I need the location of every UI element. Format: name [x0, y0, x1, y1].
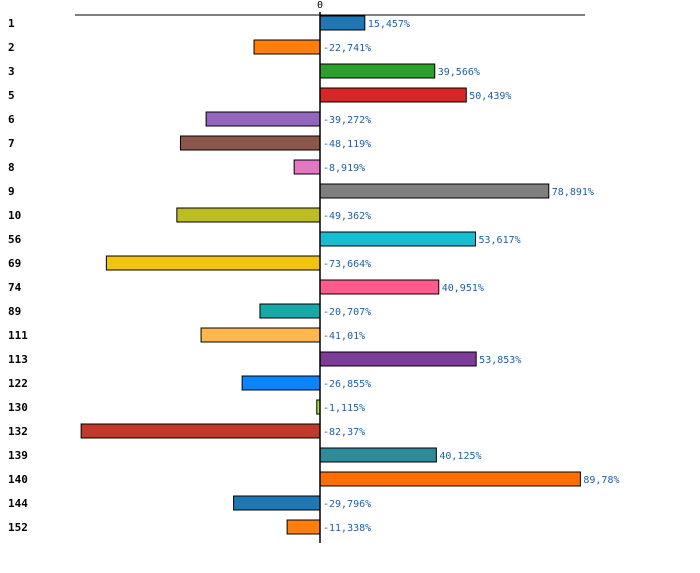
value-label: -39,272%	[323, 115, 371, 126]
bar	[176, 207, 321, 223]
value-label: 40,125%	[439, 451, 481, 462]
bar	[319, 471, 581, 487]
category-label: 152	[8, 521, 28, 534]
value-label: 53,853%	[479, 355, 521, 366]
value-label: 89,78%	[583, 475, 619, 486]
bar	[286, 519, 321, 535]
category-label: 140	[8, 473, 28, 486]
value-label: -11,338%	[323, 523, 371, 534]
value-label: 78,891%	[552, 187, 594, 198]
bar	[233, 495, 321, 511]
category-label: 3	[8, 65, 15, 78]
bar	[200, 327, 321, 343]
bar	[259, 303, 321, 319]
value-label: -22,741%	[323, 43, 371, 54]
value-label: 40,951%	[442, 283, 484, 294]
category-label: 1	[8, 17, 15, 30]
zero-tick-label: 0	[317, 0, 323, 11]
category-label: 74	[8, 281, 22, 294]
value-label: -1,115%	[323, 403, 365, 414]
value-label: 53,617%	[478, 235, 520, 246]
bar	[80, 423, 321, 439]
category-label: 10	[8, 209, 21, 222]
bar	[241, 375, 321, 391]
category-label: 122	[8, 377, 28, 390]
value-label: 39,566%	[438, 67, 480, 78]
bar	[105, 255, 321, 271]
value-label: -20,707%	[323, 307, 371, 318]
value-label: -49,362%	[323, 211, 371, 222]
category-label: 6	[8, 113, 15, 126]
value-label: -82,37%	[323, 427, 365, 438]
category-label: 111	[8, 329, 28, 342]
category-label: 89	[8, 305, 21, 318]
bar	[319, 183, 550, 199]
bars-group: 1 15,457% 2 -22,741% 3 39,566% 5 50,439% 6 -39,27…	[8, 15, 619, 535]
bar	[253, 39, 321, 55]
category-label: 2	[8, 41, 15, 54]
value-label: 50,439%	[469, 91, 511, 102]
category-label: 7	[8, 137, 15, 150]
bar	[293, 159, 321, 175]
value-label: -48,119%	[323, 139, 371, 150]
value-label: -26,855%	[323, 379, 371, 390]
bar	[319, 63, 436, 79]
category-label: 130	[8, 401, 28, 414]
value-label: -8,919%	[323, 163, 365, 174]
bar	[205, 111, 321, 127]
bar	[319, 279, 440, 295]
bar	[319, 447, 437, 463]
category-label: 132	[8, 425, 28, 438]
value-label: 15,457%	[368, 19, 410, 30]
bar	[319, 87, 467, 103]
category-label: 8	[8, 161, 15, 174]
bar	[179, 135, 321, 151]
bar	[319, 351, 477, 367]
category-label: 56	[8, 233, 22, 246]
category-label: 144	[8, 497, 28, 510]
value-label: -41,01%	[323, 331, 365, 342]
value-label: -29,796%	[323, 499, 371, 510]
category-label: 9	[8, 185, 15, 198]
category-label: 139	[8, 449, 28, 462]
category-label: 113	[8, 353, 28, 366]
bar	[319, 15, 366, 31]
value-label: -73,664%	[323, 259, 371, 270]
bar	[319, 231, 476, 247]
category-label: 69	[8, 257, 21, 270]
category-label: 5	[8, 89, 15, 102]
